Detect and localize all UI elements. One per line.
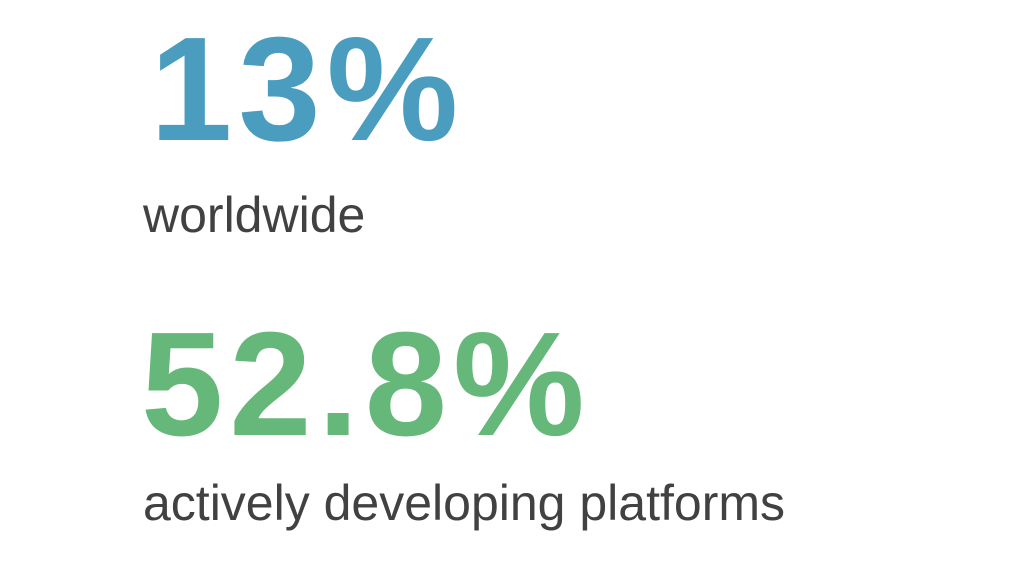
stat-label: worldwide [143,187,366,243]
stat-label: actively developing platforms [143,475,785,531]
stat-value: 52.8% [141,302,591,467]
stat-value: 13% [150,7,465,172]
